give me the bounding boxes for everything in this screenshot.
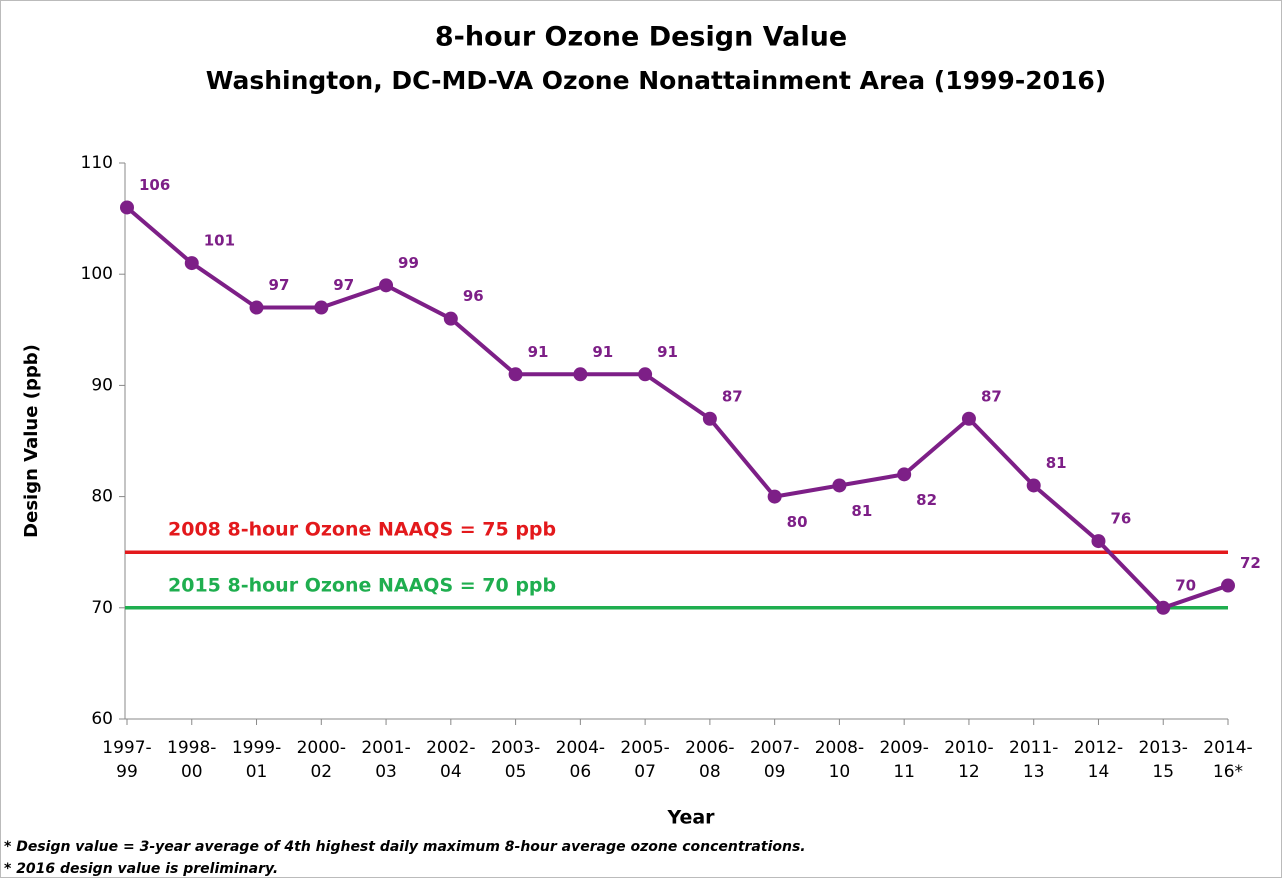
data-point — [1156, 600, 1171, 615]
data-point — [832, 478, 847, 493]
data-label: 97 — [269, 276, 290, 294]
chart-title: 8-hour Ozone Design Value — [435, 22, 847, 53]
data-label: 91 — [592, 343, 613, 361]
data-label: 97 — [333, 276, 354, 294]
data-label: 82 — [916, 491, 937, 509]
data-label: 87 — [981, 387, 1002, 405]
data-label: 81 — [1046, 454, 1067, 472]
data-label: 87 — [722, 387, 743, 405]
x-tick-label: 2000-02 — [297, 738, 346, 782]
x-tick-label: 1999-01 — [232, 738, 281, 782]
data-point — [1026, 478, 1041, 493]
footnote: * Design value = 3-year average of 4th h… — [4, 839, 806, 855]
x-tick-label: 2001-03 — [361, 738, 410, 782]
data-point — [638, 367, 653, 382]
data-point — [1221, 578, 1235, 593]
data-label: 80 — [787, 513, 808, 531]
x-tick-label: 2005-07 — [620, 738, 669, 782]
x-tick-label: 1997-99 — [102, 738, 151, 782]
y-tick-label: 60 — [91, 709, 113, 729]
x-tick-label: 2003-05 — [491, 738, 540, 782]
x-tick-label: 2013-15 — [1139, 738, 1188, 782]
x-tick-label: 2010-12 — [944, 738, 993, 782]
data-label: 96 — [463, 287, 484, 305]
data-label: 91 — [528, 343, 549, 361]
x-tick-label: 1998-00 — [167, 738, 216, 782]
data-point — [249, 300, 264, 315]
x-tick-label: 2012-14 — [1074, 738, 1123, 782]
x-tick-label: 2009-11 — [879, 738, 928, 782]
x-tick-label: 2011-13 — [1009, 738, 1058, 782]
data-point — [184, 256, 199, 271]
data-point — [702, 411, 717, 426]
y-tick-label: 70 — [91, 598, 113, 618]
y-tick-label: 100 — [81, 264, 113, 284]
data-label: 70 — [1175, 576, 1196, 594]
data-label: 72 — [1240, 554, 1261, 572]
data-label: 99 — [398, 254, 419, 272]
data-point — [379, 278, 394, 293]
data-point — [314, 300, 329, 315]
x-tick-label: 2014-16* — [1203, 738, 1252, 782]
data-label: 101 — [204, 232, 235, 250]
x-tick-label: 2002-04 — [426, 738, 475, 782]
data-point — [443, 311, 458, 326]
y-axis-label: Design Value (ppb) — [21, 344, 42, 538]
data-point — [573, 367, 588, 382]
data-label: 91 — [657, 343, 678, 361]
y-tick-label: 90 — [91, 375, 113, 395]
x-tick-label: 2007-09 — [750, 738, 799, 782]
data-label: 76 — [1110, 510, 1131, 528]
x-tick-label: 2006-08 — [685, 738, 734, 782]
data-point — [961, 411, 976, 426]
reference-label: 2008 8-hour Ozone NAAQS = 75 ppb — [168, 519, 556, 541]
y-tick-label: 110 — [81, 153, 113, 173]
x-axis-label: Year — [666, 807, 715, 829]
chart-subtitle: Washington, DC-MD-VA Ozone Nonattainment… — [206, 66, 1106, 95]
y-tick-label: 80 — [91, 487, 113, 507]
data-point — [120, 200, 134, 215]
data-label: 106 — [139, 176, 170, 194]
data-label: 81 — [851, 502, 872, 520]
footnote: * 2016 design value is preliminary. — [4, 861, 278, 877]
series-line — [125, 205, 1229, 610]
data-point — [1091, 534, 1106, 549]
x-tick-label: 2004-06 — [556, 738, 605, 782]
data-point — [897, 467, 912, 482]
data-point — [767, 489, 782, 504]
data-point — [508, 367, 523, 382]
reference-label: 2015 8-hour Ozone NAAQS = 70 ppb — [168, 574, 556, 596]
x-tick-label: 2008-10 — [815, 738, 864, 782]
